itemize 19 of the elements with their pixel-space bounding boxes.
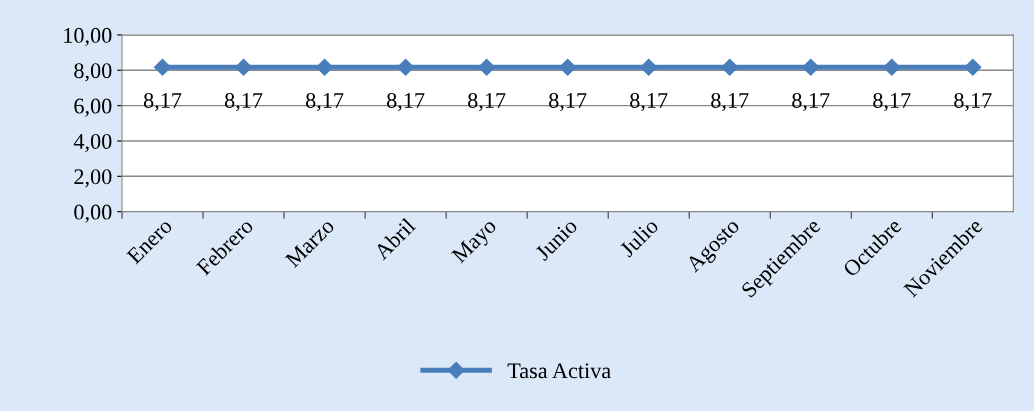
data-label: 8,17 [873, 92, 911, 112]
y-tick-label: 10,00 [64, 27, 112, 47]
y-tick-label: 8,00 [74, 63, 112, 82]
data-label: 8,17 [387, 92, 425, 112]
x-tick-label: Julio [618, 217, 660, 258]
data-label: 8,17 [143, 92, 182, 112]
y-tick-label: 6,00 [74, 98, 112, 117]
data-label: 8,17 [224, 92, 263, 112]
data-label: 8,17 [305, 92, 344, 112]
y-tick-label: 4,00 [73, 133, 112, 153]
data-label: 8,17 [711, 92, 749, 112]
data-label: 8,17 [954, 92, 992, 112]
data-label: 8,17 [792, 92, 830, 112]
y-tick-label: 2,00 [74, 169, 112, 188]
legend-label: Tasa Activa [507, 363, 611, 379]
data-label: 8,17 [549, 92, 587, 112]
y-tick-label: 0,00 [74, 204, 112, 223]
data-label: 8,17 [630, 92, 668, 112]
data-label: 8,17 [468, 92, 506, 112]
